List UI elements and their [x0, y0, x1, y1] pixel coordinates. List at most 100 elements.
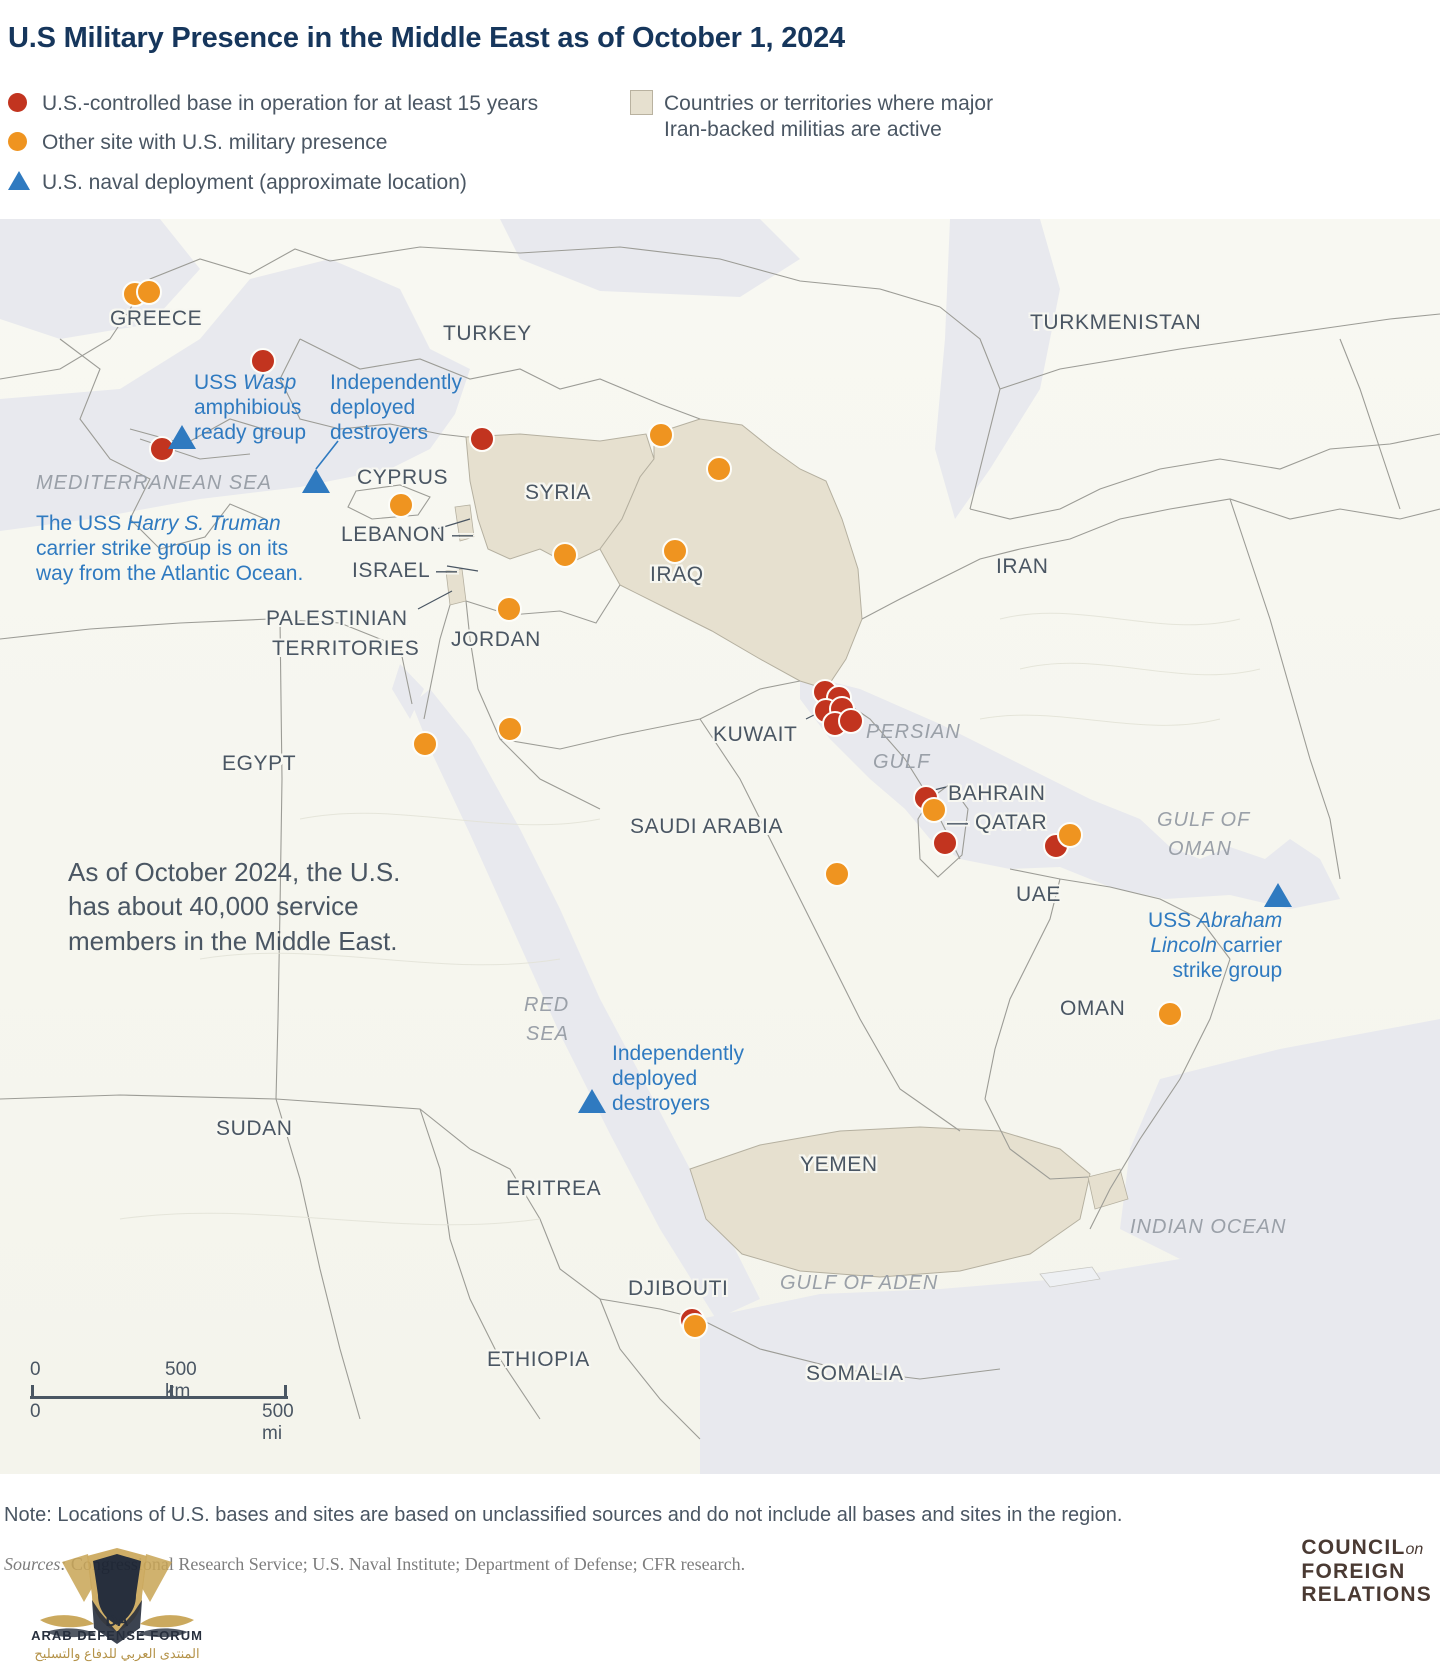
- annotation-lincoln-line2: Lincoln carrier: [1150, 933, 1283, 957]
- map-callout-service-members: As of October 2024, the U.S. has about 4…: [68, 855, 400, 958]
- marker-orange-site[interactable]: [648, 422, 674, 448]
- map-label-gulf-of-oman: OMAN: [1168, 838, 1232, 860]
- marker-orange-site[interactable]: [388, 492, 414, 518]
- map-label-iran: IRAN: [996, 555, 1049, 578]
- marker-orange-site[interactable]: [662, 538, 688, 564]
- map-label-persian-gulf: GULF: [873, 751, 931, 773]
- annotation-truman-line2: carrier strike group is on its: [36, 536, 289, 560]
- legend-label-militia-line1: Countries or territories where major: [664, 92, 994, 115]
- map-label-somalia: SOMALIA: [806, 1362, 904, 1385]
- marker-orange-site[interactable]: [496, 596, 522, 622]
- marker-orange-site[interactable]: [552, 542, 578, 568]
- map-label-jordan: JORDAN: [451, 628, 541, 651]
- marker-orange-site[interactable]: [136, 279, 162, 305]
- footer-sources-text: Congressional Research Service; U.S. Nav…: [70, 1554, 746, 1574]
- map-label-red: RED: [524, 994, 570, 1016]
- marker-red-base[interactable]: [250, 348, 276, 374]
- map-label-egypt: EGYPT: [222, 752, 297, 775]
- map-label-saudi-arabia: SAUDI ARABIA: [630, 815, 784, 838]
- map-label-cyprus: CYPRUS: [357, 466, 449, 489]
- marker-orange-site[interactable]: [497, 716, 523, 742]
- map-label-turkey: TURKEY: [443, 322, 532, 345]
- marker-orange-site[interactable]: [921, 797, 947, 823]
- map-label-mediterranean-sea: MEDITERRANEAN SEA: [36, 472, 272, 494]
- watermark-name: ARAB DEFENSE FORUM: [31, 1628, 203, 1643]
- marker-naval-deployment[interactable]: [168, 425, 196, 449]
- red-dot-icon: [8, 90, 42, 114]
- footer: Note: Locations of U.S. bases and sites …: [0, 1474, 1440, 1678]
- annotation-truman-line3: way from the Atlantic Ocean.: [36, 561, 304, 585]
- shield-icon: DA: [40, 1548, 194, 1644]
- marker-orange-site[interactable]: [682, 1313, 708, 1339]
- callout-line-3: members in the Middle East.: [68, 925, 398, 956]
- annotation-uss-abraham-lincoln: USS Abraham Lincoln carrier strike group: [1148, 909, 1282, 983]
- annotation-destroyers-red-line1: Independently: [612, 1042, 744, 1065]
- marker-orange-site[interactable]: [824, 861, 850, 887]
- map-label-indian-ocean: INDIAN OCEAN: [1130, 1216, 1287, 1238]
- map-label-gulf-of-aden: GULF OF ADEN: [780, 1272, 939, 1294]
- map-basemap: [0, 219, 1440, 1474]
- map-label-ethiopia: ETHIOPIA: [487, 1348, 590, 1371]
- map-label-djibouti: DJIBOUTI: [628, 1277, 729, 1300]
- scale-mi-start: 0: [30, 1401, 41, 1422]
- marker-orange-site[interactable]: [706, 456, 732, 482]
- scale-mi-end: 500 mi: [262, 1401, 294, 1444]
- map-label-greece: GREECE: [110, 307, 203, 330]
- legend-item-base: U.S.-controlled base in operation for at…: [8, 90, 538, 117]
- page-title: U.S Military Presence in the Middle East…: [8, 22, 845, 54]
- footer-note: Note: Locations of U.S. bases and sites …: [4, 1504, 1123, 1526]
- annotation-lincoln-line1: USS Abraham: [1148, 909, 1283, 932]
- map-canvas[interactable]: GREECE TURKEY TURKMENISTAN CYPRUS SYRIA …: [0, 219, 1440, 1474]
- annotation-destroyers-red-line3: destroyers: [612, 1091, 711, 1115]
- marker-orange-site[interactable]: [1057, 822, 1083, 848]
- marker-orange-site[interactable]: [1157, 1001, 1183, 1027]
- marker-red-base[interactable]: [838, 708, 864, 734]
- callout-line-1: As of October 2024, the U.S.: [68, 857, 401, 887]
- legend-label-militia-line2: Iran-backed militias are active: [664, 118, 942, 142]
- arab-defense-forum-watermark: DA ARAB DEFENSE FORUM المنتدى العربي للد…: [22, 1540, 212, 1670]
- map-label-yemen: YEMEN: [800, 1153, 878, 1176]
- marker-red-base[interactable]: [932, 830, 958, 856]
- map-label-israel: ISRAEL —: [352, 559, 458, 582]
- legend-column-area: Countries or territories where major Ira…: [630, 89, 994, 156]
- annotation-uss-wasp-line2: amphibious: [194, 395, 302, 419]
- map-label-uae: UAE: [1016, 883, 1061, 906]
- marker-red-base[interactable]: [469, 426, 495, 452]
- map-label-turkmenistan: TURKMENISTAN: [1030, 311, 1202, 334]
- annotation-uss-harry-s-truman: The USS Harry S. Truman carrier strike g…: [36, 512, 303, 586]
- map-label-oman: OMAN: [1060, 997, 1126, 1020]
- cfr-logo-line3: RELATIONS: [1301, 1583, 1432, 1607]
- map-label-lebanon: LEBANON —: [341, 523, 474, 546]
- annotation-destroyers-med-line2: deployed: [330, 395, 416, 419]
- cfr-logo-on: on: [1405, 1541, 1424, 1558]
- cfr-logo: COUNCILon FOREIGN RELATIONS: [1301, 1536, 1432, 1607]
- cfr-logo-line2: FOREIGN: [1301, 1559, 1406, 1583]
- annotation-uss-wasp-line1: USS Wasp: [194, 371, 297, 394]
- legend-item-militia-area: Countries or territories where major Ira…: [630, 89, 994, 144]
- marker-naval-deployment[interactable]: [302, 469, 330, 493]
- callout-line-2: has about 40,000 service: [68, 891, 359, 922]
- marker-naval-deployment[interactable]: [1264, 883, 1292, 907]
- map-label-palestinian: PALESTINIAN: [266, 607, 408, 630]
- map-label-sudan: SUDAN: [216, 1117, 293, 1140]
- annotation-uss-wasp: USS Wasp amphibious ready group: [194, 371, 306, 445]
- annotation-destroyers-med-line1: Independently: [330, 371, 462, 394]
- marker-naval-deployment[interactable]: [578, 1089, 606, 1113]
- marker-orange-site[interactable]: [412, 731, 438, 757]
- map-label-qatar: — QATAR: [947, 811, 1048, 834]
- cfr-logo-line1: COUNCIL: [1301, 1536, 1406, 1559]
- annotation-destroyers-red-sea: Independently deployed destroyers: [612, 1042, 744, 1116]
- map-label-persian: PERSIAN: [866, 721, 961, 743]
- legend-label-naval: U.S. naval deployment (approximate locat…: [42, 170, 467, 194]
- annotation-destroyers-mediterranean: Independently deployed destroyers: [330, 371, 462, 445]
- footer-sources: Sources: Congressional Research Service;…: [4, 1554, 745, 1575]
- tan-square-icon: [630, 89, 664, 115]
- map-label-territories: TERRITORIES: [272, 637, 420, 660]
- map-label-gulf-of: GULF OF: [1157, 809, 1251, 831]
- map-label-syria: SYRIA: [525, 481, 592, 504]
- annotation-truman-line1: The USS Harry S. Truman: [36, 512, 281, 535]
- legend-item-naval: U.S. naval deployment (approximate locat…: [8, 169, 538, 196]
- annotation-destroyers-red-line2: deployed: [612, 1066, 698, 1090]
- footer-sources-label: Sources:: [4, 1554, 67, 1574]
